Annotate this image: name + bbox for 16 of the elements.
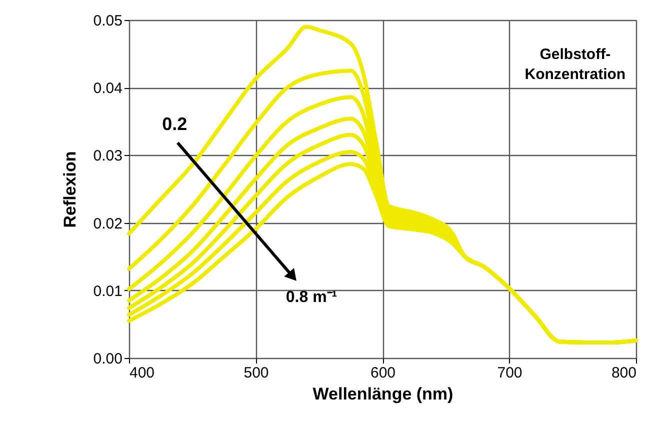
x-axis-title: Wellenlänge (nm) [312, 384, 454, 404]
y-tick-label: 0.05 [93, 12, 122, 30]
x-tick-label: 400 [130, 364, 155, 382]
annotation: 0.2 [162, 114, 188, 134]
x-tick-label: 800 [611, 364, 636, 382]
y-axis-title: Reflexion [60, 151, 80, 228]
y-tick-label: 0.01 [93, 282, 122, 300]
x-tick-label: 500 [244, 364, 269, 382]
y-tick-label: 0.03 [93, 148, 122, 165]
x-tick-label: 700 [497, 364, 522, 382]
annotation: Gelbstoff- Konzentration [524, 46, 626, 84]
y-tick-label: 0.04 [93, 80, 122, 98]
y-tick-label: 0.02 [93, 215, 122, 232]
y-tick-label: 0.00 [93, 350, 122, 368]
x-tick-label: 600 [370, 364, 396, 382]
annotation: 0.8 m⁻¹ [286, 289, 338, 306]
